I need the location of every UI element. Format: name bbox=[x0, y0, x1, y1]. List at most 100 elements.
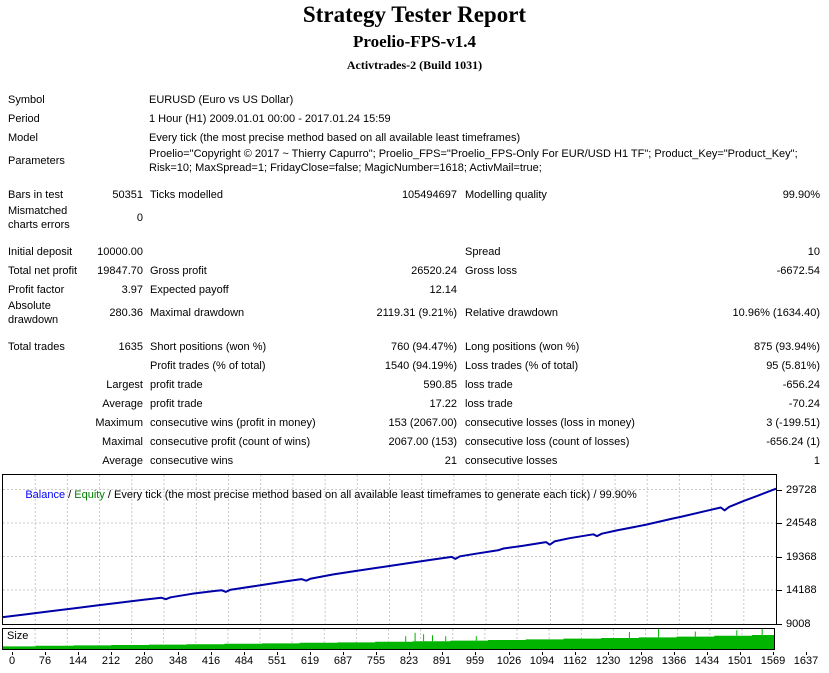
stat-value: 760 (94.47%) bbox=[390, 340, 457, 353]
legend-balance: Balance bbox=[25, 489, 66, 501]
x-axis-tick bbox=[376, 652, 377, 655]
x-axis-label: 212 bbox=[101, 655, 121, 667]
stat-label: Expected payoff bbox=[150, 283, 229, 296]
x-axis-tick bbox=[211, 652, 212, 655]
chart-legend: Balance / Equity / Every tick (the most … bbox=[7, 477, 637, 513]
stat-label: Profit factor bbox=[8, 283, 65, 296]
stat-value: 875 (93.94%) bbox=[753, 340, 820, 353]
stat-value: 10.96% (1634.40) bbox=[732, 307, 820, 319]
stat-row: Largest profit trade 590.85 loss trade -… bbox=[8, 375, 820, 394]
x-axis-label: 1434 bbox=[694, 655, 720, 667]
stat-value: 10 bbox=[807, 245, 820, 258]
x-axis-label: 619 bbox=[300, 655, 320, 667]
stat-value: 0 bbox=[136, 212, 143, 224]
y-axis-tick bbox=[777, 557, 782, 558]
x-axis-tick bbox=[277, 652, 278, 655]
stat-label: Ticks modelled bbox=[150, 188, 223, 201]
x-axis-label: 1094 bbox=[529, 655, 555, 667]
stat-row: Initial deposit 10000.00 Spread 10 bbox=[8, 242, 820, 261]
stat-row: Maximal consecutive profit (count of win… bbox=[8, 432, 820, 451]
stat-row: Mismatched charts errors 0 bbox=[8, 204, 820, 232]
stat-label: consecutive wins bbox=[150, 454, 234, 467]
y-axis-label: 14188 bbox=[786, 584, 817, 596]
info-value: Proelio="Copyright © 2017 ~ Thierry Capu… bbox=[149, 148, 798, 174]
info-row-period: Period 1 Hour (H1) 2009.01.01 00:00 - 20… bbox=[8, 109, 820, 128]
stat-label: Bars in test bbox=[8, 188, 64, 201]
x-axis-tick bbox=[707, 652, 708, 655]
report-table: Symbol EURUSD (Euro vs US Dollar) Period… bbox=[8, 90, 820, 470]
stat-value: 1 bbox=[813, 454, 820, 467]
x-axis-tick bbox=[509, 652, 510, 655]
x-axis-label: 348 bbox=[168, 655, 188, 667]
stat-value: Maximal bbox=[102, 435, 143, 448]
stat-label: Mismatched charts errors bbox=[8, 205, 70, 231]
stat-label: Gross loss bbox=[465, 264, 517, 277]
stat-value: Average bbox=[102, 454, 143, 467]
x-axis-label: 484 bbox=[234, 655, 254, 667]
stat-label: loss trade bbox=[465, 378, 513, 391]
y-axis-tick bbox=[777, 624, 782, 625]
x-axis-label: 1230 bbox=[595, 655, 621, 667]
legend-separator: / bbox=[104, 489, 115, 501]
x-axis-tick bbox=[144, 652, 145, 655]
x-axis-label: 1026 bbox=[496, 655, 522, 667]
stat-value: -70.24 bbox=[788, 397, 820, 410]
info-label: Symbol bbox=[8, 93, 45, 106]
stat-value: 26520.24 bbox=[411, 264, 457, 277]
stat-value: 17.22 bbox=[429, 397, 457, 410]
x-axis-tick bbox=[343, 652, 344, 655]
y-axis-tick bbox=[777, 523, 782, 524]
x-axis-tick bbox=[78, 652, 79, 655]
stat-label: consecutive loss (count of losses) bbox=[465, 435, 630, 448]
stat-row: Average consecutive wins 21 consecutive … bbox=[8, 451, 820, 470]
stat-value: Average bbox=[102, 397, 143, 410]
stat-label: consecutive profit (count of wins) bbox=[150, 435, 311, 448]
stat-row: Profit trades (% of total) 1540 (94.19%)… bbox=[8, 356, 820, 375]
x-axis-label: 1501 bbox=[727, 655, 753, 667]
stat-value: -656.24 (1) bbox=[766, 435, 820, 448]
stat-value: 2119.31 (9.21%) bbox=[376, 307, 457, 319]
stat-value: Largest bbox=[106, 378, 143, 391]
stat-label: Spread bbox=[465, 245, 501, 258]
x-axis-label: 1298 bbox=[628, 655, 654, 667]
balance-equity-chart: Balance / Equity / Every tick (the most … bbox=[2, 474, 777, 625]
x-axis-label: 891 bbox=[432, 655, 452, 667]
x-axis-tick bbox=[244, 652, 245, 655]
info-row-parameters: Parameters Proelio="Copyright © 2017 ~ T… bbox=[8, 147, 820, 175]
stat-value: 2067.00 (153) bbox=[388, 435, 458, 448]
stat-label: consecutive losses bbox=[465, 454, 558, 467]
stat-label: Total trades bbox=[8, 340, 65, 353]
legend-model-text: Every tick (the most precise method base… bbox=[114, 489, 637, 501]
stat-row: Absolute drawdown 280.36 Maximal drawdow… bbox=[8, 299, 820, 327]
x-axis-tick bbox=[806, 652, 807, 655]
x-axis-label: 1569 bbox=[760, 655, 786, 667]
y-axis-tick bbox=[777, 590, 782, 591]
report-header: Strategy Tester Report Proelio-FPS-v1.4 … bbox=[0, 0, 829, 73]
stat-value: 153 (2067.00) bbox=[388, 416, 458, 429]
stat-label: Relative drawdown bbox=[465, 307, 558, 319]
stat-row: Maximum consecutive wins (profit in mone… bbox=[8, 413, 820, 432]
stat-label: Modelling quality bbox=[465, 188, 547, 201]
x-axis-label: 144 bbox=[68, 655, 88, 667]
stat-label: Absolute drawdown bbox=[8, 300, 59, 326]
y-axis-label: 19368 bbox=[786, 551, 817, 563]
stat-value: 3 (-199.51) bbox=[766, 416, 820, 429]
x-axis-label: 1637 bbox=[793, 655, 819, 667]
x-axis-label: 755 bbox=[366, 655, 386, 667]
x-axis-tick bbox=[310, 652, 311, 655]
x-axis-tick bbox=[409, 652, 410, 655]
x-axis-label: 1162 bbox=[563, 655, 587, 667]
info-row-symbol: Symbol EURUSD (Euro vs US Dollar) bbox=[8, 90, 820, 109]
x-axis-tick bbox=[111, 652, 112, 655]
ea-name: Proelio-FPS-v1.4 bbox=[353, 32, 476, 51]
size-chart: Size bbox=[2, 628, 775, 650]
page-title: Strategy Tester Report bbox=[302, 2, 527, 27]
x-axis-tick bbox=[575, 652, 576, 655]
x-axis-label: 416 bbox=[201, 655, 221, 667]
size-area-svg bbox=[3, 629, 774, 649]
stat-value: 12.14 bbox=[429, 283, 457, 296]
stat-value: 105494697 bbox=[401, 188, 457, 201]
stat-label: Short positions (won %) bbox=[150, 340, 267, 353]
server-build: Activtrades-2 (Build 1031) bbox=[346, 58, 483, 72]
y-axis-label: 9008 bbox=[786, 618, 811, 630]
